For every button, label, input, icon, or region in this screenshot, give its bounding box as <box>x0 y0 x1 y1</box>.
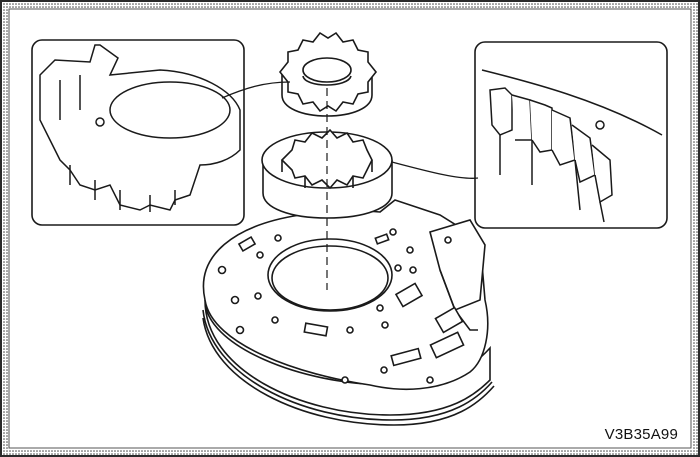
leader-lines <box>221 81 479 179</box>
figure-code: V3B35A99 <box>604 426 678 443</box>
inner-drive-gear <box>278 31 378 117</box>
left-detail-callout <box>31 39 245 226</box>
pump-body <box>202 199 495 426</box>
right-detail-callout <box>474 41 668 229</box>
